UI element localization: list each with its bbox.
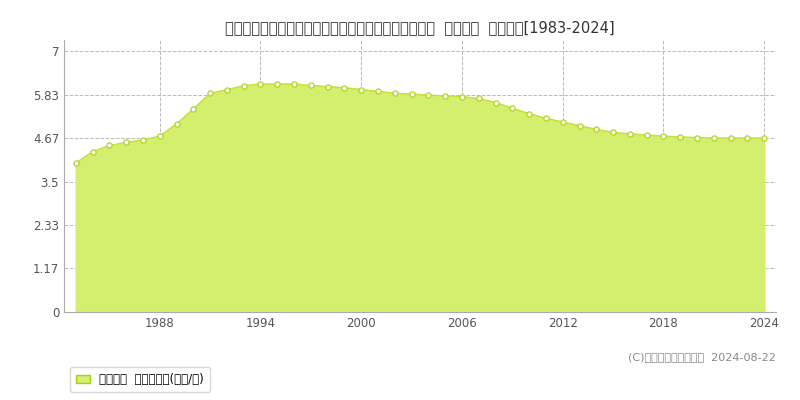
Point: [539, 115, 552, 122]
Point: [170, 121, 183, 127]
Point: [406, 91, 418, 97]
Point: [657, 133, 670, 139]
Point: [522, 110, 535, 117]
Point: [271, 81, 284, 87]
Point: [489, 99, 502, 106]
Point: [70, 160, 82, 166]
Point: [590, 126, 602, 133]
Point: [86, 148, 99, 155]
Point: [556, 119, 569, 125]
Point: [322, 83, 334, 90]
Point: [338, 84, 351, 91]
Point: [238, 83, 250, 89]
Point: [221, 86, 234, 93]
Point: [288, 81, 301, 87]
Point: [422, 92, 434, 98]
Point: [506, 105, 518, 111]
Point: [472, 95, 485, 102]
Point: [674, 134, 686, 140]
Point: [120, 139, 133, 146]
Point: [640, 132, 653, 138]
Point: [606, 129, 619, 136]
Title: 栃木県塩谷郡高根沢町大字上高根沢字吹上７７３番３  地価公示  地価推移[1983-2024]: 栃木県塩谷郡高根沢町大字上高根沢字吹上７７３番３ 地価公示 地価推移[1983-…: [225, 20, 615, 35]
Point: [758, 135, 770, 141]
Point: [690, 134, 703, 141]
Point: [455, 94, 468, 100]
Point: [623, 131, 636, 137]
Point: [254, 81, 267, 87]
Point: [154, 133, 166, 139]
Point: [187, 106, 200, 112]
Point: [438, 93, 451, 99]
Point: [741, 135, 754, 141]
Point: [724, 135, 737, 141]
Point: [372, 88, 385, 95]
Point: [103, 142, 116, 149]
Point: [355, 86, 368, 93]
Point: [573, 122, 586, 129]
Point: [707, 135, 720, 141]
Text: (C)土地価格ドットコム  2024-08-22: (C)土地価格ドットコム 2024-08-22: [628, 352, 776, 362]
Point: [137, 137, 150, 143]
Point: [305, 82, 318, 89]
Point: [204, 90, 217, 96]
Point: [389, 90, 402, 96]
Legend: 地価公示  平均坪単価(万円/坪): 地価公示 平均坪単価(万円/坪): [70, 367, 210, 392]
